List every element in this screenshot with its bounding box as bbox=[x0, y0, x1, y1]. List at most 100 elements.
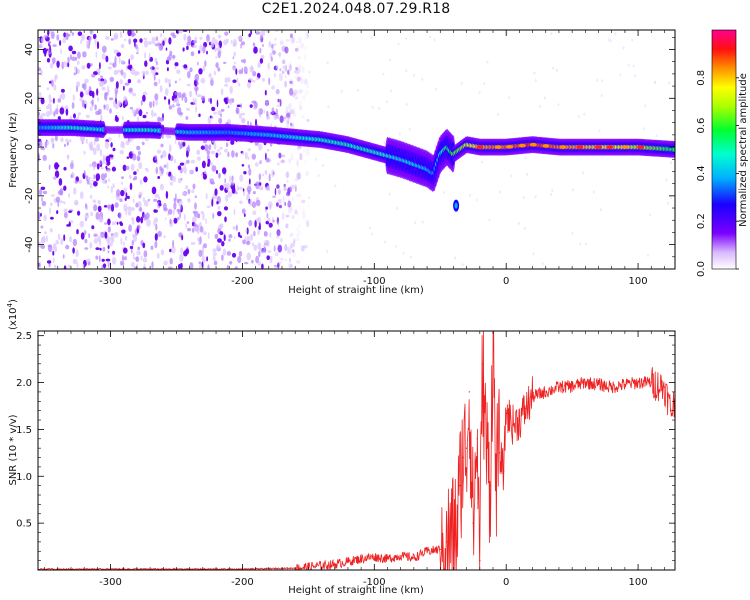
noise-speckle bbox=[223, 97, 228, 103]
noise-speckle bbox=[100, 173, 106, 181]
noise-speckle bbox=[293, 70, 297, 74]
noise-speckle bbox=[272, 50, 276, 55]
noise-speckle bbox=[53, 110, 56, 116]
haze-speckle bbox=[510, 174, 513, 178]
noise-speckle bbox=[192, 183, 196, 190]
haze-speckle bbox=[541, 262, 544, 266]
noise-speckle bbox=[218, 152, 222, 156]
noise-speckle bbox=[64, 211, 68, 219]
noise-speckle bbox=[91, 179, 95, 183]
noise-speckle bbox=[183, 33, 187, 41]
noise-speckle bbox=[76, 262, 79, 269]
snr-point bbox=[650, 381, 652, 384]
noise-speckle bbox=[53, 84, 57, 91]
noise-speckle bbox=[285, 74, 287, 79]
noise-speckle bbox=[278, 152, 282, 159]
snr-point bbox=[637, 381, 639, 384]
spectrogram-x-axis: -300 -200 -100 0 100 bbox=[44, 30, 665, 287]
snr-point bbox=[465, 447, 468, 449]
noise-speckle bbox=[194, 195, 197, 199]
noise-speckle bbox=[276, 104, 281, 107]
noise-speckle bbox=[108, 137, 112, 142]
noise-speckle bbox=[289, 232, 294, 238]
noise-speckle bbox=[217, 67, 221, 72]
noise-speckle bbox=[134, 266, 137, 269]
noise-speckle bbox=[280, 154, 286, 158]
noise-speckle bbox=[129, 245, 134, 250]
noise-speckle bbox=[215, 56, 218, 59]
noise-speckle bbox=[95, 255, 99, 260]
noise-speckle bbox=[130, 54, 134, 61]
noise-speckle bbox=[199, 226, 204, 233]
noise-speckle bbox=[42, 190, 48, 195]
noise-speckle bbox=[88, 141, 94, 149]
noise-speckle bbox=[250, 30, 252, 35]
y-tick-label: 2.5 bbox=[16, 331, 32, 342]
noise-speckle bbox=[246, 193, 250, 201]
snr-point bbox=[597, 383, 600, 386]
noise-speckle bbox=[120, 181, 123, 185]
noise-speckle bbox=[47, 244, 52, 248]
noise-speckle bbox=[295, 68, 299, 74]
noise-speckle bbox=[111, 235, 115, 244]
noise-speckle bbox=[162, 40, 165, 46]
noise-speckle bbox=[101, 53, 106, 60]
noise-speckle bbox=[59, 200, 64, 204]
noise-speckle bbox=[163, 96, 167, 100]
noise-speckle bbox=[63, 61, 68, 68]
noise-speckle bbox=[300, 42, 304, 49]
noise-speckle bbox=[233, 51, 236, 57]
noise-speckle bbox=[248, 168, 252, 176]
noise-speckle bbox=[300, 75, 305, 84]
noise-speckle bbox=[288, 64, 292, 72]
snr-point bbox=[584, 381, 586, 384]
noise-speckle bbox=[124, 98, 128, 105]
noise-speckle bbox=[105, 258, 111, 262]
haze-speckle bbox=[499, 190, 502, 194]
noise-speckle bbox=[267, 217, 271, 222]
y-tick-label: -20 bbox=[24, 188, 35, 204]
noise-speckle bbox=[255, 199, 261, 207]
ridge-hotspot bbox=[476, 145, 484, 149]
haze-speckle bbox=[585, 242, 587, 246]
noise-speckle bbox=[207, 232, 210, 240]
snr-point bbox=[481, 363, 484, 365]
noise-speckle bbox=[263, 249, 267, 253]
noise-speckle bbox=[59, 107, 65, 115]
noise-speckle bbox=[287, 246, 293, 255]
noise-speckle bbox=[86, 62, 91, 69]
noise-speckle bbox=[289, 80, 293, 85]
noise-speckle bbox=[127, 30, 132, 37]
noise-speckle bbox=[264, 240, 270, 244]
noise-speckle bbox=[207, 116, 212, 124]
noise-speckle bbox=[306, 84, 309, 89]
noise-speckle bbox=[131, 239, 134, 246]
noise-speckle bbox=[240, 43, 242, 49]
noise-speckle bbox=[288, 102, 292, 110]
noise-speckle bbox=[57, 98, 62, 103]
ridge-hotspot bbox=[637, 145, 644, 149]
noise-speckle bbox=[230, 39, 233, 44]
noise-speckle bbox=[289, 87, 294, 96]
noise-speckle bbox=[139, 179, 143, 185]
noise-speckle bbox=[254, 141, 259, 146]
noise-speckle bbox=[91, 225, 95, 230]
noise-speckle bbox=[198, 261, 202, 265]
noise-speckle bbox=[81, 99, 85, 108]
haze-speckle bbox=[583, 112, 586, 116]
noise-speckle bbox=[40, 225, 44, 229]
noise-speckle bbox=[210, 40, 215, 48]
noise-speckle bbox=[80, 33, 85, 42]
noise-speckle bbox=[296, 45, 301, 51]
noise-speckle bbox=[200, 210, 204, 215]
noise-speckle bbox=[55, 108, 59, 115]
noise-speckle bbox=[128, 87, 133, 93]
noise-speckle bbox=[117, 100, 122, 107]
noise-speckle bbox=[73, 187, 77, 195]
noise-speckle bbox=[279, 76, 283, 81]
noise-speckle bbox=[195, 87, 198, 96]
noise-speckle bbox=[75, 56, 78, 61]
snr-point bbox=[386, 558, 389, 560]
snr-point bbox=[360, 558, 362, 560]
noise-speckle bbox=[293, 89, 298, 96]
